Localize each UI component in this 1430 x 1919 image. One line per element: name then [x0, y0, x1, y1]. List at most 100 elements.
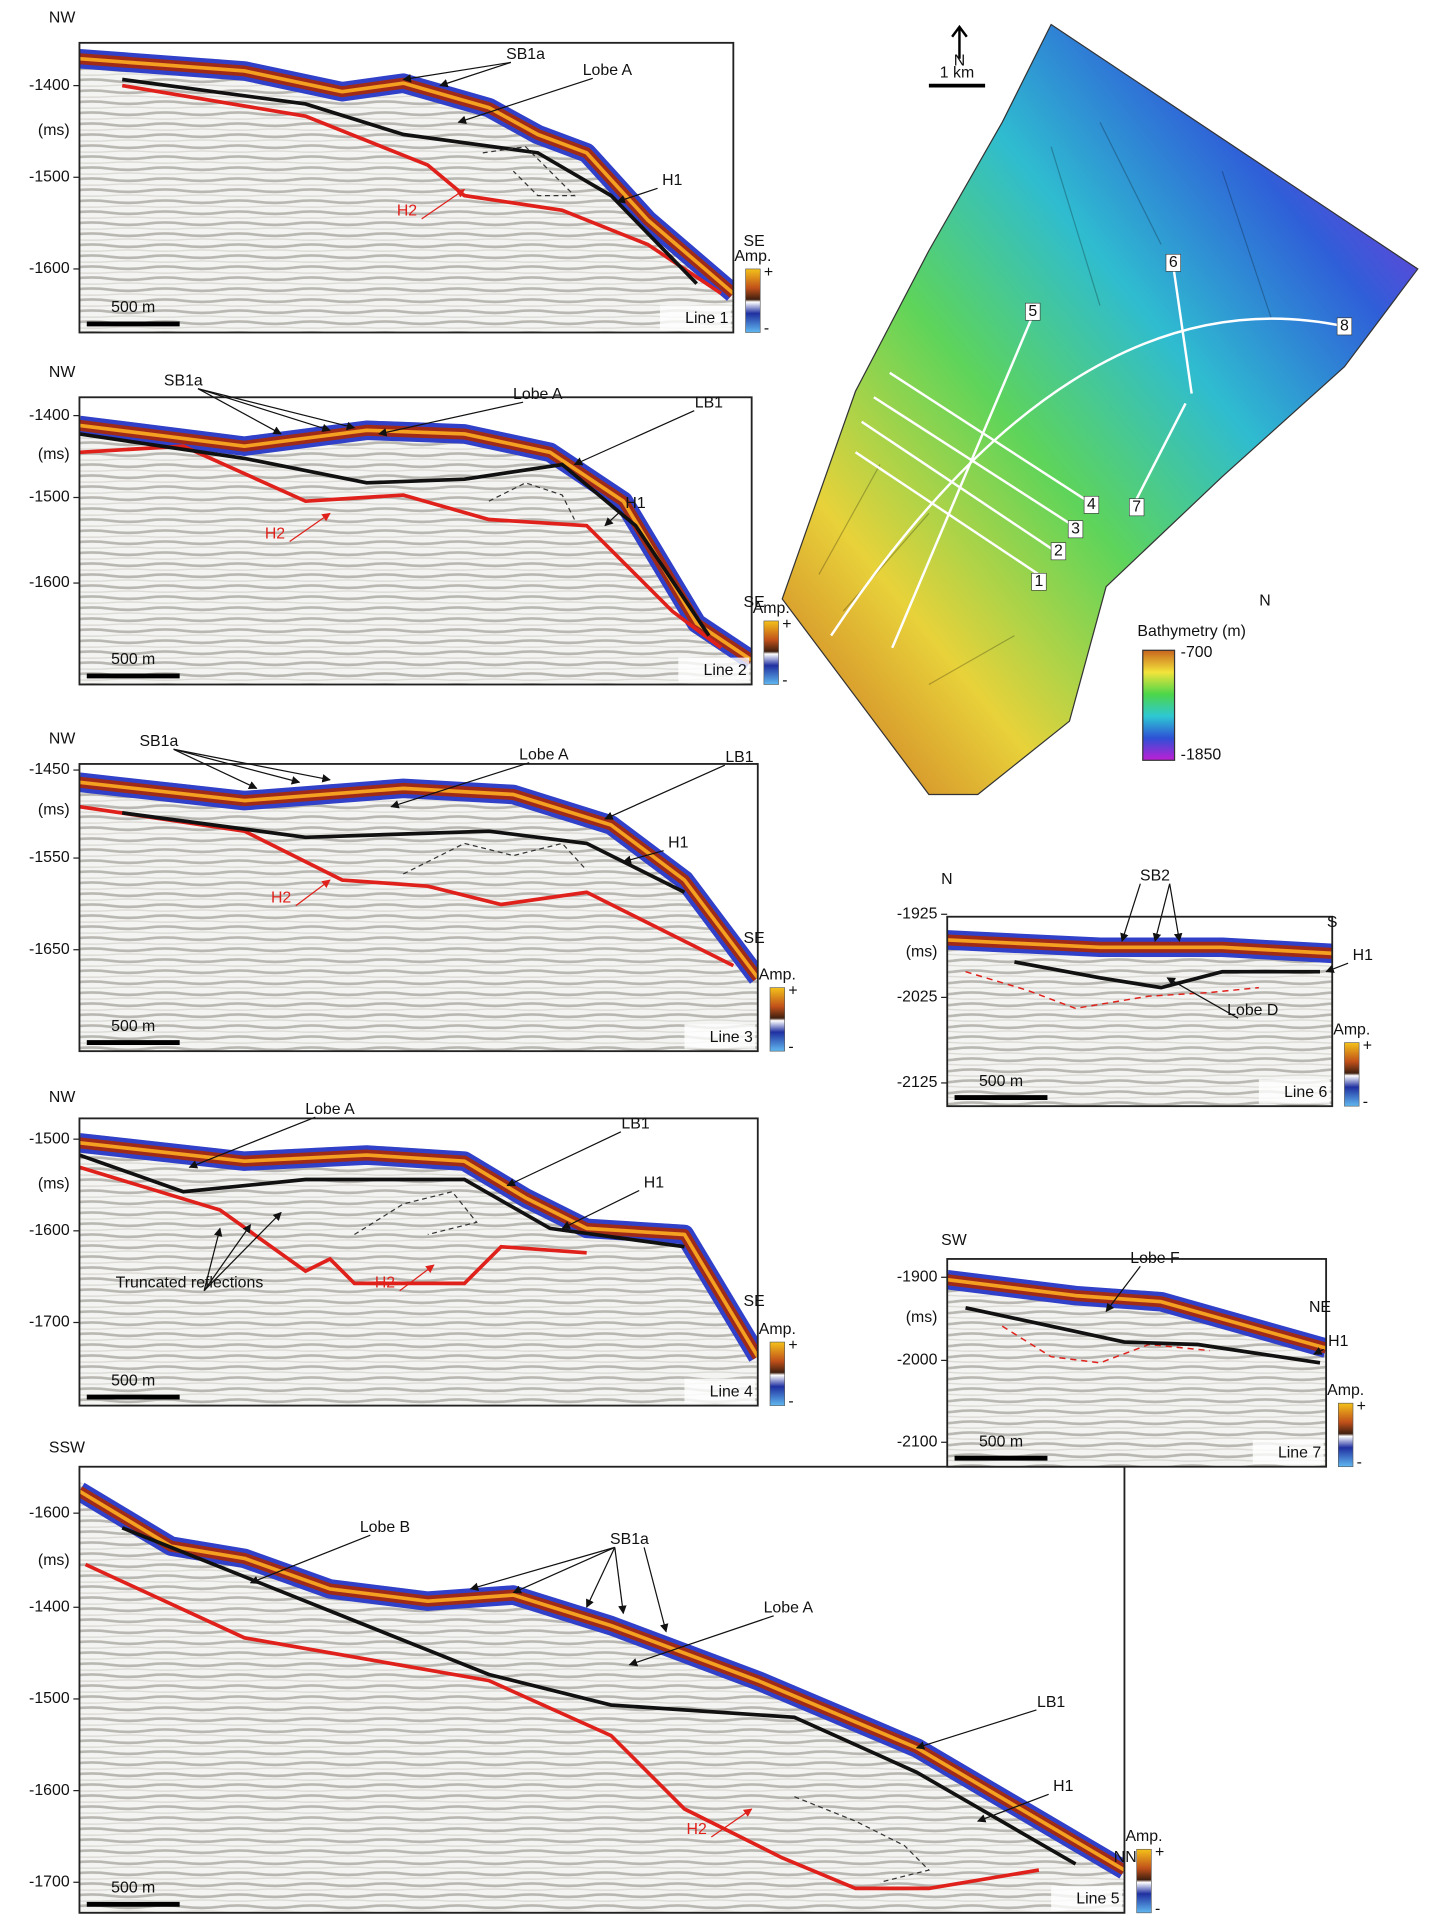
horizon-h2 [1001, 1325, 1211, 1364]
annotation-arrow [561, 1189, 640, 1229]
orientation-right: S [1327, 914, 1338, 931]
orientation-left: SW [941, 1232, 967, 1249]
reflector-band [79, 780, 758, 979]
colorbar-top: -700 [1181, 644, 1213, 661]
amp-label: Amp. [734, 248, 771, 265]
line-label: Line 4 [710, 1383, 753, 1400]
panel-content [79, 1466, 1125, 1913]
annotation-arrow [512, 1546, 616, 1594]
orientation-right: NE [1309, 1299, 1331, 1316]
annotation: Lobe F [1130, 1250, 1180, 1267]
panel-content [79, 1118, 758, 1406]
y-tick-label: -1600 [29, 1504, 70, 1521]
annotation: H2 [375, 1275, 395, 1292]
water-column [79, 763, 758, 969]
annotation-arrow [604, 764, 726, 820]
reflector-band [947, 1277, 1327, 1350]
annotation-arrow [173, 748, 331, 783]
y-tick-label: -1900 [897, 1268, 938, 1285]
north-arrow [951, 24, 968, 59]
annotation-arrow [1120, 883, 1141, 942]
amp-plus: + [782, 616, 791, 633]
orientation-right: SE [744, 594, 765, 611]
y-tick-label: (ms) [38, 122, 70, 139]
annotation-arrow [614, 1547, 627, 1615]
colorbar-title: Bathymetry (m) [1137, 623, 1246, 640]
y-tick-label: -1925 [897, 905, 938, 922]
annotation: H1 [662, 172, 682, 189]
y-tick-label: -2100 [897, 1433, 938, 1450]
seismic-panel: NW SE -1450 (ms) -1550 -1650 500 m Line 3 Amp.+ -… [29, 731, 798, 1056]
annotation: H1 [668, 835, 688, 852]
line-label: Line 5 [1076, 1891, 1119, 1908]
y-tick-label: (ms) [38, 1552, 70, 1569]
lobe-outline [488, 482, 575, 520]
water-column [947, 1258, 1327, 1339]
orientation-right: SE [744, 1293, 765, 1310]
orientation-left: NW [49, 731, 75, 748]
annotation-arrow [1325, 962, 1349, 973]
annotation: H1 [1353, 947, 1373, 964]
y-tick-label: (ms) [38, 1176, 70, 1193]
orientation-left: SSW [49, 1440, 85, 1457]
line-label-bg [684, 1378, 756, 1404]
panel-content [79, 763, 758, 1052]
y-tick-label: -1650 [29, 941, 70, 958]
line-number: 5 [1028, 303, 1037, 320]
y-tick-label: -1400 [29, 407, 70, 424]
seismic-panel: NW SE -1400 (ms) -1500 -1600 500 m Line 2 Amp.+ -… [29, 364, 791, 689]
annotation: H2 [397, 203, 417, 220]
annotation-arrow [197, 388, 331, 433]
annotation: H1 [644, 1174, 664, 1191]
orientation-left: N [941, 871, 952, 888]
reflector-band [79, 1489, 1125, 1872]
orientation-left: NW [49, 1089, 75, 1106]
y-tick-label: -2125 [897, 1074, 938, 1091]
y-tick-label: -1600 [29, 260, 70, 277]
line-number-bg [1165, 253, 1181, 272]
y-tick-label: (ms) [906, 943, 938, 960]
panel-frame [78, 1465, 1126, 1914]
annotation-arrow [249, 1534, 371, 1584]
amp-label: Amp. [753, 600, 790, 617]
panel-frame [946, 915, 1334, 1108]
amp-minus: - [782, 672, 787, 689]
line-label: Line 3 [710, 1029, 753, 1046]
amp-minus: - [1155, 1900, 1160, 1917]
annotation: SB1a [610, 1531, 649, 1548]
annotation: Lobe A [519, 747, 569, 764]
amp-plus: + [1357, 1398, 1366, 1415]
annotation: Lobe A [513, 386, 563, 403]
survey-line [1133, 402, 1187, 505]
y-tick-label: -1700 [29, 1873, 70, 1890]
seismic-panel: N S -1925 (ms) -2025 -2125 500 m Line 6 Amp.+ - SB… [897, 868, 1373, 1111]
line-label: Line 2 [704, 662, 747, 679]
line-number: 6 [1169, 254, 1178, 271]
reflector-band [79, 1141, 758, 1358]
amp-plus: + [1155, 1844, 1164, 1861]
reflector-band [947, 938, 1333, 956]
annotation: Lobe B [360, 1519, 410, 1536]
line-label-bg [1258, 1079, 1330, 1104]
y-tick-label: -1450 [29, 761, 70, 778]
annotation: Lobe A [764, 1600, 814, 1617]
amp-minus: - [1363, 1094, 1368, 1111]
horizon-h2 [79, 804, 735, 968]
y-tick-label: -1500 [29, 1130, 70, 1147]
orientation-right: SE [744, 233, 765, 250]
reflector-band [79, 56, 734, 295]
amp-plus: + [788, 982, 797, 999]
horizon-h1 [965, 1306, 1321, 1365]
water-column [79, 1118, 758, 1347]
map-surface [781, 23, 1419, 796]
y-tick-label: -1550 [29, 849, 70, 866]
annotation: Lobe A [305, 1101, 355, 1118]
horizon-h1 [121, 811, 686, 894]
annotation: H1 [1328, 1333, 1348, 1350]
line-number-bg [1083, 495, 1100, 514]
panel-content [947, 1258, 1327, 1467]
amp-colorbar [1136, 1848, 1152, 1914]
line-number-bg [1050, 542, 1067, 561]
horizon-h1 [79, 1153, 685, 1249]
